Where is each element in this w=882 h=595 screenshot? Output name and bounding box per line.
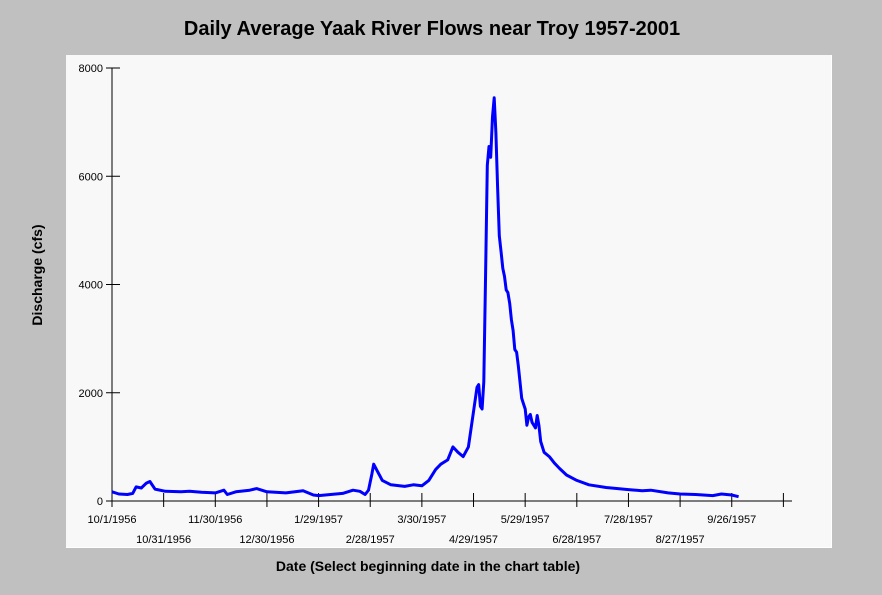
y-tick-label: 4000 — [79, 280, 103, 292]
x-tick-label: 4/29/1957 — [449, 534, 498, 546]
x-tick-label: 5/29/1957 — [501, 514, 550, 526]
axes — [111, 68, 792, 502]
x-tick-label: 10/31/1956 — [136, 534, 191, 546]
chart-title: Daily Average Yaak River Flows near Troy… — [183, 18, 681, 40]
y-axis-label: Discharge (cfs) — [29, 224, 45, 326]
x-axis-label: Date (Select beginning date in the chart… — [275, 558, 581, 574]
x-tick-label: 8/27/1957 — [656, 534, 705, 546]
x-tick-label: 10/1/1956 — [88, 514, 137, 526]
series-line — [111, 96, 739, 499]
x-tick-label: 7/28/1957 — [604, 514, 653, 526]
y-tick-label: 2000 — [79, 388, 103, 400]
x-tick-label: 9/26/1957 — [707, 514, 756, 526]
x-tick-label: 3/30/1957 — [397, 514, 446, 526]
series-layer — [111, 96, 739, 499]
plot-area — [66, 55, 832, 548]
x-tick-label: 1/29/1957 — [294, 514, 343, 526]
x-tick-label: 2/28/1957 — [346, 534, 395, 546]
x-tick-label: 11/30/1956 — [188, 514, 242, 526]
y-tick-label: 0 — [97, 496, 103, 508]
x-tick-label: 12/30/1956 — [239, 534, 294, 546]
x-tick-label: 6/28/1957 — [552, 534, 601, 546]
y-tick-label: 6000 — [79, 171, 103, 183]
ticks: 0 2000 4000 6000 8000 10/1/1956 10/31/1956 11/3… — [79, 63, 784, 546]
y-tick-label: 8000 — [79, 63, 103, 75]
